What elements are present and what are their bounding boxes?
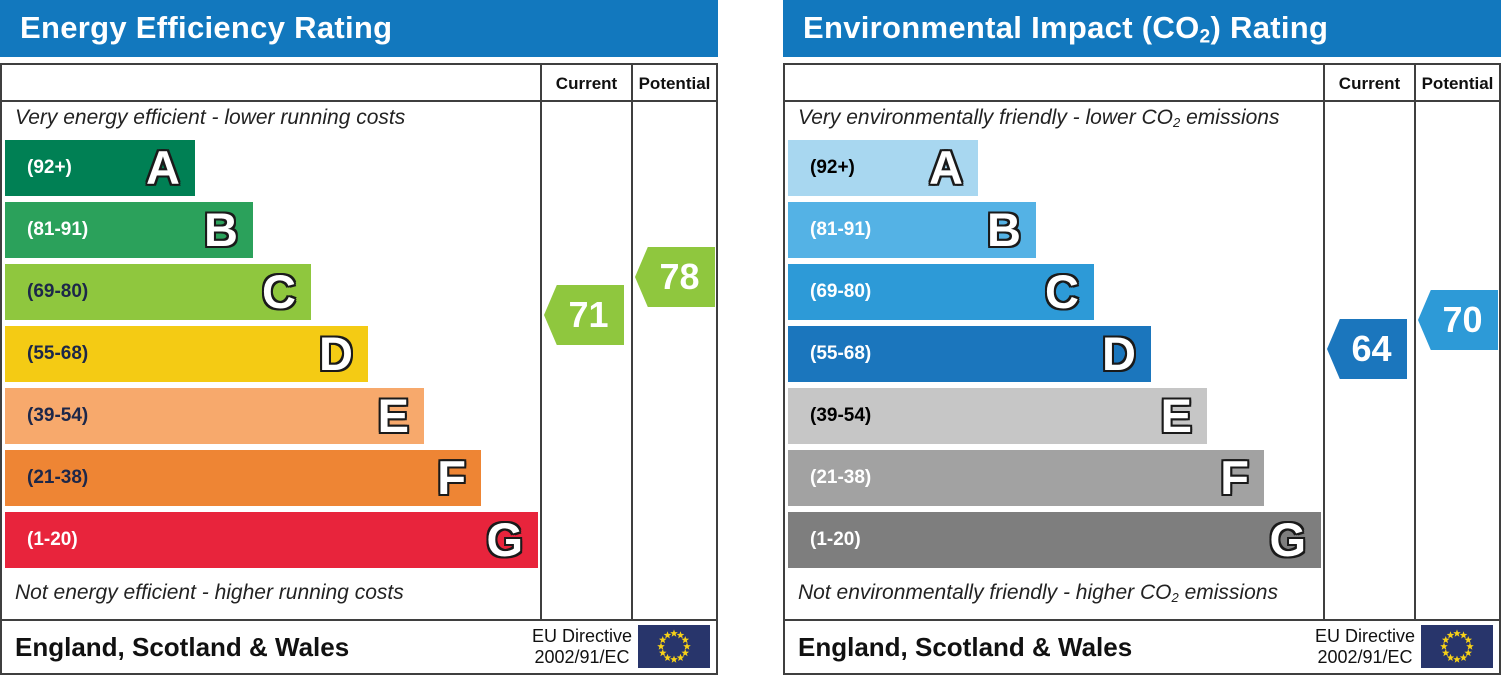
potential-rating-arrow: 78 [635,247,715,307]
top-caption-subscript: 2 [1173,115,1181,131]
eu-flag-icon [1421,625,1493,668]
eu-directive-line2: 2002/91/EC [534,647,630,667]
band-b-letter: B [987,203,1021,256]
potential-column-header: Potential [638,74,711,93]
environmental-impact-title: Environmental Impact (CO2) Rating [783,0,1501,57]
band-a: (92+) A [788,140,978,196]
band-b: (81-91) B [788,202,1036,258]
top-caption: Very environmentally friendly - lower CO… [798,106,1279,130]
band-a-letter: A [146,141,180,194]
potential-column-header: Potential [1421,74,1494,93]
eu-directive-label: EU Directive 2002/91/EC [1315,626,1415,668]
band-c-letter: C [1045,265,1079,318]
band-f-letter: F [437,451,466,504]
band-f-range: (21-38) [27,467,89,488]
bottom-caption-text-end: emissions [1178,581,1278,604]
potential-rating-value: 78 [659,256,700,297]
band-b: (81-91) B [5,202,253,258]
band-b-range: (81-91) [810,219,872,240]
band-e-range: (39-54) [810,405,872,426]
bottom-caption-text: Not energy efficient - higher running co… [15,581,404,604]
band-a-letter: A [929,141,963,194]
band-c-range: (69-80) [810,281,872,302]
band-d-range: (55-68) [810,343,872,364]
band-c-letter: C [262,265,296,318]
band-a-range: (92+) [27,157,72,178]
top-caption-text-end: emissions [1180,106,1280,129]
title-text-end: ) Rating [1210,10,1329,45]
band-g-letter: G [1269,513,1306,566]
potential-rating-value: 70 [1442,299,1483,340]
environmental-impact-table: Current Potential Very environmentally f… [783,63,1501,675]
band-d: (55-68) D [788,326,1151,382]
band-g: (1-20) G [788,512,1321,568]
current-column-header: Current [1338,74,1401,93]
band-a: (92+) A [5,140,195,196]
energy-efficiency-title: Energy Efficiency Rating [0,0,718,57]
top-caption-text: Very environmentally friendly - lower CO [798,106,1174,129]
band-c: (69-80) C [5,264,311,320]
eu-flag-icon [638,625,710,668]
energy-efficiency-panel: Energy Efficiency Rating Current Potenti… [0,0,718,675]
eu-directive-line2: 2002/91/EC [1317,647,1413,667]
current-rating-value: 64 [1351,328,1392,369]
region-label: England, Scotland & Wales [798,632,1133,662]
title-subscript: 2 [1199,26,1211,48]
band-e-letter: E [377,389,409,442]
eu-directive-line1: EU Directive [1314,626,1415,646]
band-e-range: (39-54) [27,405,89,426]
band-d-letter: D [1102,327,1136,380]
band-d-letter: D [319,327,353,380]
footer: England, Scotland & Wales EU Directive 2… [785,621,1499,673]
header-row-divider [785,100,1499,102]
band-f-letter: F [1220,451,1249,504]
band-d-range: (55-68) [27,343,89,364]
band-f: (21-38) F [788,450,1264,506]
footer-row-divider [2,619,716,621]
band-f-range: (21-38) [810,467,872,488]
band-g-range: (1-20) [810,529,861,550]
footer-row-divider [785,619,1499,621]
environmental-impact-panel: Environmental Impact (CO2) Rating Curren… [783,0,1501,675]
current-rating-value: 71 [568,294,609,335]
region-label: England, Scotland & Wales [15,632,350,662]
energy-efficiency-table: Current Potential Very energy efficient … [0,63,718,675]
bottom-caption-text: Not environmentally friendly - higher CO [798,581,1172,604]
potential-rating-arrow: 70 [1418,290,1498,350]
band-b-letter: B [204,203,238,256]
band-g-letter: G [486,513,523,566]
potential-column-divider [1414,65,1416,619]
band-e-letter: E [1160,389,1192,442]
band-e: (39-54) E [5,388,424,444]
band-d: (55-68) D [5,326,368,382]
band-c-range: (69-80) [27,281,89,302]
title-text: Environmental Impact (CO [803,10,1200,45]
top-caption: Very energy efficient - lower running co… [15,106,405,130]
eu-directive-label: EU Directive 2002/91/EC [532,626,632,668]
bottom-caption: Not energy efficient - higher running co… [15,581,404,605]
current-rating-arrow: 71 [544,285,624,345]
footer: England, Scotland & Wales EU Directive 2… [2,621,716,673]
current-column-divider [1323,65,1325,619]
header-row-divider [2,100,716,102]
band-g: (1-20) G [5,512,538,568]
band-g-range: (1-20) [27,529,78,550]
title-text: Energy Efficiency Rating [20,10,393,45]
band-b-range: (81-91) [27,219,89,240]
current-rating-arrow: 64 [1327,319,1407,379]
eu-directive-line1: EU Directive [531,626,632,646]
potential-column-divider [631,65,633,619]
bottom-caption-subscript: 2 [1171,590,1179,606]
current-column-divider [540,65,542,619]
top-caption-text: Very energy efficient - lower running co… [15,106,406,129]
current-column-header: Current [555,74,618,93]
band-c: (69-80) C [788,264,1094,320]
bottom-caption: Not environmentally friendly - higher CO… [798,581,1278,605]
band-e: (39-54) E [788,388,1207,444]
band-a-range: (92+) [810,157,855,178]
band-f: (21-38) F [5,450,481,506]
